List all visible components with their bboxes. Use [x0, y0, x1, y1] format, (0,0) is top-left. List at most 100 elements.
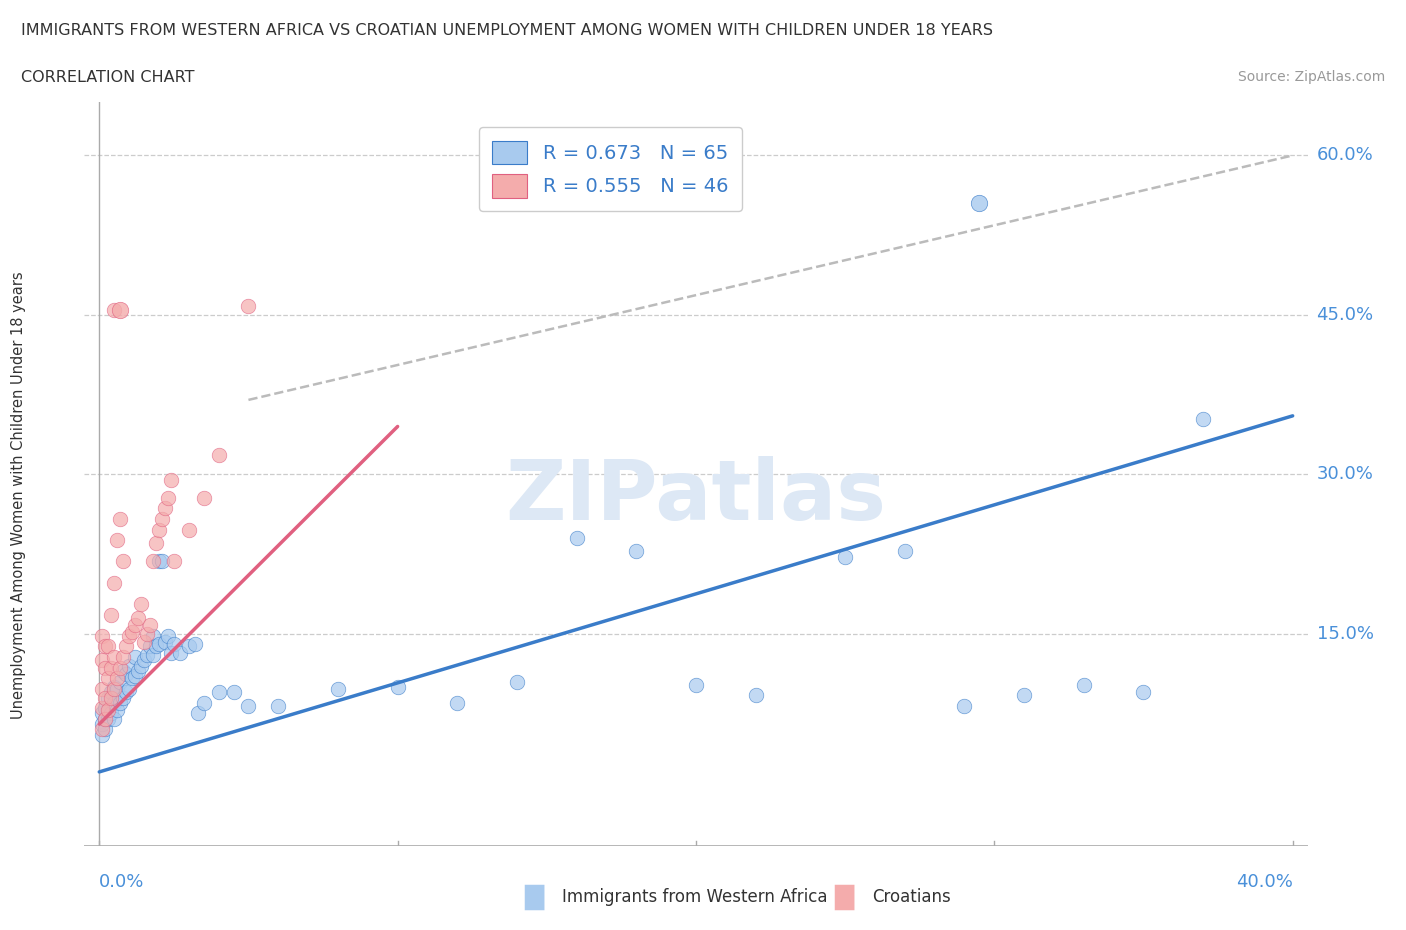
Point: [121, 671, 143, 685]
Point: [129, 658, 152, 673]
Point: [156, 490, 179, 505]
Point: [506, 674, 529, 689]
Point: [94, 690, 117, 705]
Point: [163, 637, 186, 652]
Point: [1012, 688, 1035, 703]
Point: [148, 637, 170, 652]
Point: [100, 684, 122, 699]
Point: [142, 554, 165, 569]
Point: [94, 722, 117, 737]
Point: [108, 696, 131, 711]
Point: [132, 653, 155, 668]
Point: [118, 682, 141, 697]
Point: [177, 522, 200, 537]
Point: [103, 682, 125, 697]
Text: 60.0%: 60.0%: [1316, 146, 1374, 165]
Point: [100, 706, 122, 721]
Point: [105, 533, 128, 548]
Text: █: █: [524, 884, 544, 910]
Point: [148, 522, 170, 537]
Point: [118, 658, 141, 673]
Point: [139, 618, 162, 632]
Point: [105, 682, 128, 697]
Point: [193, 696, 215, 711]
Point: [160, 472, 183, 487]
Point: [103, 711, 125, 726]
Point: [156, 629, 179, 644]
Point: [132, 635, 155, 650]
Point: [108, 302, 131, 317]
Point: [97, 711, 120, 726]
Point: [100, 607, 122, 622]
Point: [187, 706, 209, 721]
Point: [127, 610, 149, 625]
Point: [685, 677, 707, 692]
Text: Source: ZipAtlas.com: Source: ZipAtlas.com: [1237, 70, 1385, 84]
Point: [142, 629, 165, 644]
Text: 30.0%: 30.0%: [1316, 465, 1374, 484]
Point: [744, 688, 766, 703]
Point: [103, 696, 125, 711]
Point: [100, 660, 122, 675]
Text: █: █: [834, 884, 853, 910]
Point: [222, 684, 245, 699]
Point: [108, 660, 131, 675]
Point: [626, 543, 648, 558]
Point: [91, 727, 114, 742]
Point: [91, 700, 114, 715]
Point: [115, 639, 138, 654]
Point: [153, 501, 176, 516]
Point: [97, 690, 120, 705]
Text: IMMIGRANTS FROM WESTERN AFRICA VS CROATIAN UNEMPLOYMENT AMONG WOMEN WITH CHILDRE: IMMIGRANTS FROM WESTERN AFRICA VS CROATI…: [21, 23, 993, 38]
Point: [1192, 412, 1215, 427]
Point: [145, 639, 167, 654]
Point: [112, 690, 135, 705]
Point: [150, 554, 173, 569]
Text: Immigrants from Western Africa: Immigrants from Western Africa: [562, 888, 828, 907]
Point: [91, 682, 114, 697]
Point: [94, 639, 117, 654]
Text: 15.0%: 15.0%: [1316, 625, 1374, 643]
Point: [103, 302, 125, 317]
Text: 45.0%: 45.0%: [1316, 306, 1374, 324]
Text: CORRELATION CHART: CORRELATION CHART: [21, 70, 194, 85]
Point: [129, 596, 152, 611]
Point: [1073, 677, 1095, 692]
Point: [387, 680, 409, 695]
Point: [446, 696, 468, 711]
Point: [112, 650, 135, 665]
Point: [103, 650, 125, 665]
Point: [91, 629, 114, 644]
Point: [894, 543, 917, 558]
Text: ZIPatlas: ZIPatlas: [506, 456, 886, 538]
Point: [94, 711, 117, 726]
Text: Unemployment Among Women with Children Under 18 years: Unemployment Among Women with Children U…: [11, 272, 27, 720]
Point: [163, 554, 186, 569]
Point: [105, 671, 128, 685]
Point: [142, 647, 165, 662]
Point: [326, 682, 349, 697]
Point: [94, 700, 117, 715]
Point: [124, 669, 146, 684]
Point: [127, 663, 149, 678]
Point: [97, 671, 120, 685]
Point: [103, 680, 125, 695]
Point: [97, 639, 120, 654]
Point: [184, 637, 207, 652]
Text: 40.0%: 40.0%: [1236, 873, 1292, 891]
Legend: R = 0.673   N = 65, R = 0.555   N = 46: R = 0.673 N = 65, R = 0.555 N = 46: [478, 126, 742, 211]
Point: [112, 663, 135, 678]
Point: [112, 554, 135, 569]
Point: [207, 684, 229, 699]
Point: [238, 299, 260, 313]
Point: [148, 554, 170, 569]
Point: [834, 550, 856, 565]
Point: [267, 698, 290, 713]
Point: [136, 626, 159, 641]
Point: [91, 653, 114, 668]
Point: [105, 703, 128, 718]
Text: 0.0%: 0.0%: [100, 873, 145, 891]
Point: [969, 196, 991, 211]
Point: [118, 629, 141, 644]
Point: [145, 536, 167, 551]
